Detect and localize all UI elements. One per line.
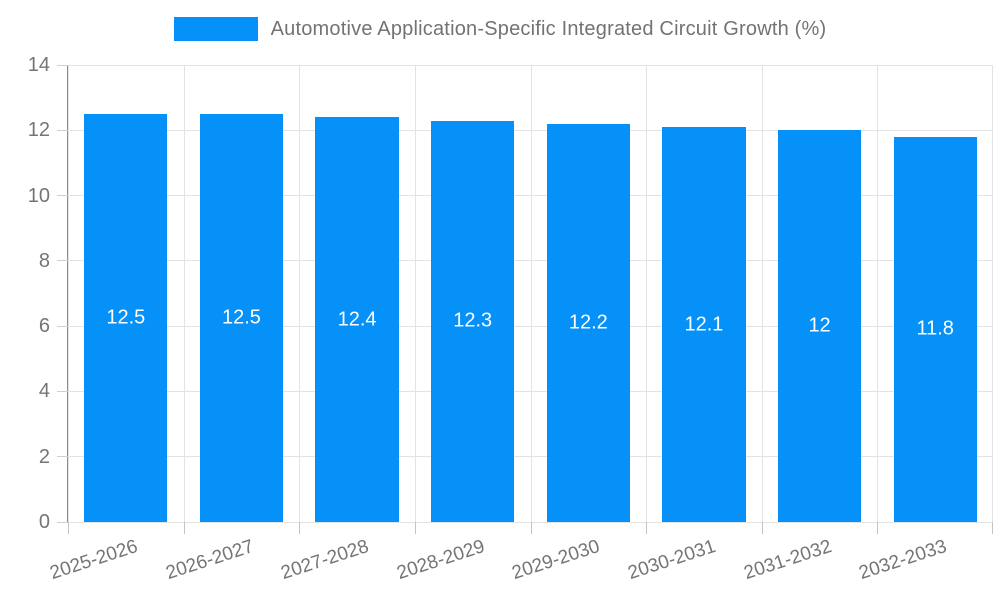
x-tick-mark <box>414 522 416 534</box>
bar <box>431 120 515 522</box>
bar-value-label: 12 <box>808 314 831 337</box>
y-tick-mark <box>57 64 68 66</box>
x-tick-mark <box>992 522 993 534</box>
bar-value-label: 12.2 <box>568 311 608 334</box>
bar-value-label: 12.1 <box>684 313 724 336</box>
gridline-v <box>877 65 879 522</box>
y-tick-label: 6 <box>38 315 50 338</box>
y-tick-mark <box>57 456 68 458</box>
x-tick-label: 2032-2033 <box>856 536 950 585</box>
y-tick-mark <box>57 521 68 523</box>
gridline-v <box>646 65 648 522</box>
bar-value-label: 12.4 <box>337 308 377 331</box>
y-tick-label: 8 <box>38 249 50 272</box>
legend-swatch <box>173 17 258 41</box>
y-tick-mark <box>57 260 68 262</box>
y-tick-label: 2 <box>38 445 50 468</box>
y-tick-label: 4 <box>38 380 50 403</box>
bar <box>662 127 746 522</box>
y-tick-label: 14 <box>27 54 50 76</box>
plot-area: 12.5 12.5 12.4 12.3 12.2 12.1 12 11.8 <box>57 64 993 534</box>
x-tick-label: 2029-2030 <box>509 536 603 585</box>
x-tick-mark <box>761 522 763 534</box>
y-tick-mark <box>57 129 68 131</box>
gridline-v <box>183 65 185 522</box>
bar-value-label: 12.5 <box>221 306 261 329</box>
bar-value-label: 11.8 <box>916 317 954 340</box>
x-tick-mark <box>877 522 879 534</box>
y-tick-mark <box>57 325 68 327</box>
bar <box>84 113 168 522</box>
gridline-v <box>68 65 69 522</box>
bar <box>777 130 862 522</box>
bar <box>315 117 399 522</box>
x-tick-mark <box>68 522 69 534</box>
x-tick-mark <box>530 522 532 534</box>
x-tick-label: 2031-2032 <box>741 536 835 585</box>
x-tick-label: 2030-2031 <box>625 536 719 585</box>
bar <box>199 113 284 522</box>
legend-label: Automotive Application-Specific Integrat… <box>270 17 827 40</box>
x-tick-label: 2025-2026 <box>47 536 141 585</box>
y-tick-mark <box>57 390 68 392</box>
x-tick-label: 2028-2029 <box>394 536 488 585</box>
y-axis-labels: 0 2 4 6 8 10 12 14 <box>0 55 50 532</box>
x-tick-mark <box>299 522 301 534</box>
bar <box>546 123 630 522</box>
x-tick-label: 2027-2028 <box>278 536 372 585</box>
y-tick-label: 0 <box>38 511 50 533</box>
x-tick-mark <box>183 522 185 534</box>
y-tick-label: 12 <box>27 119 50 142</box>
x-axis-labels: 2025-2026 2026-2027 2027-2028 2028-2029 2029… <box>47 522 993 600</box>
gridline-v <box>992 65 993 522</box>
bar <box>893 136 977 522</box>
legend: Automotive Application-Specific Integrat… <box>0 17 1000 41</box>
gridline-v <box>761 65 763 522</box>
bar-value-label: 12.3 <box>453 309 493 332</box>
x-tick-mark <box>646 522 648 534</box>
x-tick-label: 2026-2027 <box>163 536 256 585</box>
gridline-v <box>414 65 416 522</box>
y-tick-mark <box>57 195 68 197</box>
y-tick-label: 10 <box>27 184 50 207</box>
gridline-v <box>299 65 301 522</box>
bar-value-label: 12.5 <box>106 306 146 329</box>
gridline-v <box>530 65 532 522</box>
